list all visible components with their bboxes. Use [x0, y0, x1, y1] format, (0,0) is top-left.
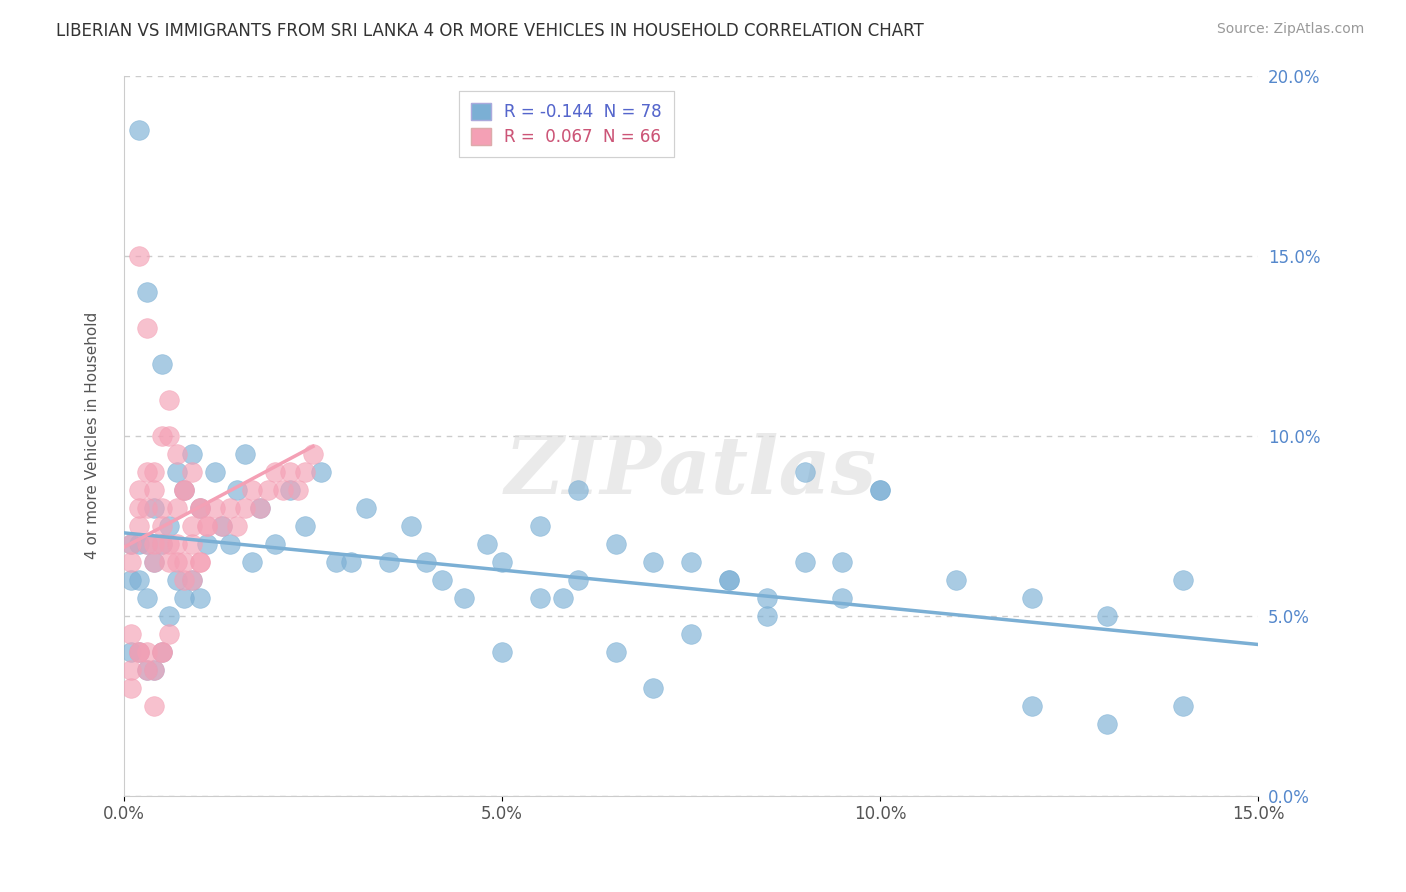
Point	[121, 555, 143, 569]
Point	[166, 447, 188, 461]
Point	[529, 591, 551, 605]
Point	[211, 518, 233, 533]
Point	[173, 483, 195, 497]
Point	[278, 483, 301, 497]
Point	[128, 645, 150, 659]
Point	[135, 663, 157, 677]
Point	[188, 500, 211, 515]
Point	[195, 537, 218, 551]
Point	[121, 537, 143, 551]
Point	[1171, 698, 1194, 713]
Point	[529, 518, 551, 533]
Point	[173, 573, 195, 587]
Point	[135, 591, 157, 605]
Point	[121, 626, 143, 640]
Point	[188, 555, 211, 569]
Point	[157, 392, 180, 407]
Point	[453, 591, 475, 605]
Point	[226, 483, 249, 497]
Point	[150, 645, 173, 659]
Point	[302, 447, 325, 461]
Point	[643, 681, 665, 695]
Point	[143, 698, 166, 713]
Point	[128, 537, 150, 551]
Point	[567, 573, 589, 587]
Point	[831, 591, 853, 605]
Point	[340, 555, 363, 569]
Point	[128, 500, 150, 515]
Point	[491, 555, 513, 569]
Text: Source: ZipAtlas.com: Source: ZipAtlas.com	[1216, 22, 1364, 37]
Point	[681, 626, 703, 640]
Point	[249, 500, 271, 515]
Point	[181, 537, 204, 551]
Point	[157, 555, 180, 569]
Point	[166, 555, 188, 569]
Point	[143, 555, 166, 569]
Point	[278, 465, 301, 479]
Point	[143, 465, 166, 479]
Point	[264, 465, 287, 479]
Point	[755, 591, 778, 605]
Point	[430, 573, 453, 587]
Point	[135, 645, 157, 659]
Point	[233, 447, 256, 461]
Point	[128, 483, 150, 497]
Point	[128, 573, 150, 587]
Point	[173, 555, 195, 569]
Point	[150, 645, 173, 659]
Point	[401, 518, 423, 533]
Point	[128, 645, 150, 659]
Point	[793, 555, 815, 569]
Point	[1095, 608, 1118, 623]
Point	[121, 645, 143, 659]
Point	[181, 447, 204, 461]
Point	[242, 483, 264, 497]
Point	[121, 681, 143, 695]
Point	[354, 500, 377, 515]
Point	[204, 500, 226, 515]
Point	[218, 500, 240, 515]
Point	[157, 518, 180, 533]
Point	[150, 537, 173, 551]
Point	[605, 645, 627, 659]
Point	[831, 555, 853, 569]
Legend: R = -0.144  N = 78, R =  0.067  N = 66: R = -0.144 N = 78, R = 0.067 N = 66	[460, 91, 673, 157]
Point	[128, 249, 150, 263]
Point	[143, 483, 166, 497]
Point	[181, 465, 204, 479]
Point	[287, 483, 309, 497]
Point	[166, 573, 188, 587]
Point	[233, 500, 256, 515]
Point	[211, 518, 233, 533]
Point	[491, 645, 513, 659]
Point	[166, 537, 188, 551]
Point	[377, 555, 399, 569]
Point	[242, 555, 264, 569]
Point	[256, 483, 278, 497]
Point	[157, 626, 180, 640]
Point	[294, 465, 316, 479]
Point	[567, 483, 589, 497]
Point	[135, 537, 157, 551]
Point	[121, 537, 143, 551]
Point	[869, 483, 891, 497]
Point	[681, 555, 703, 569]
Point	[1095, 716, 1118, 731]
Point	[643, 555, 665, 569]
Point	[157, 608, 180, 623]
Point	[135, 537, 157, 551]
Point	[1021, 698, 1043, 713]
Point	[551, 591, 574, 605]
Point	[166, 500, 188, 515]
Point	[718, 573, 741, 587]
Point	[1171, 573, 1194, 587]
Point	[173, 483, 195, 497]
Point	[195, 518, 218, 533]
Point	[150, 518, 173, 533]
Point	[945, 573, 967, 587]
Point	[128, 645, 150, 659]
Point	[166, 465, 188, 479]
Point	[173, 591, 195, 605]
